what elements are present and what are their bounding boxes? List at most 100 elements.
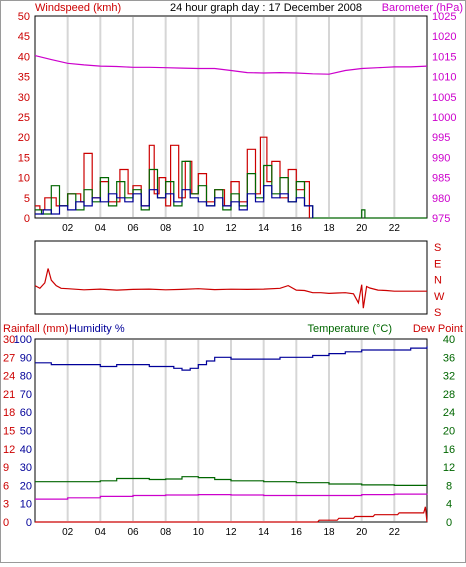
rainfall-tick-label: 30 <box>3 334 15 346</box>
rainfall-tick-label: 24 <box>3 371 15 383</box>
series-line-3 <box>35 185 314 218</box>
windspeed-tick-label: 15 <box>18 152 30 164</box>
humidity-tick-label: 80 <box>20 371 32 383</box>
x-tick-label: 06 <box>127 527 139 538</box>
x-tick-label: 20 <box>356 527 368 538</box>
direction-tick-label: S <box>434 242 441 254</box>
temperature-tick-label: 0 <box>446 517 452 529</box>
x-tick-label: 08 <box>160 223 172 234</box>
barometer-tick-label: 1010 <box>432 72 456 84</box>
direction-tick-label: E <box>434 258 441 270</box>
temperature-tick-label: 28 <box>443 389 455 401</box>
temperature-tick-label: 8 <box>446 480 452 492</box>
rainfall-tick-label: 3 <box>3 499 9 511</box>
x-tick-label: 14 <box>258 223 270 234</box>
barometer-tick-label: 995 <box>432 132 450 144</box>
dew-point-axis-label: Dew Point <box>413 323 463 335</box>
wind-direction-plot <box>34 240 428 315</box>
temperature-tick-label: 40 <box>443 334 455 346</box>
series-line-1 <box>35 136 310 218</box>
temperature-tick-label: 24 <box>443 407 455 419</box>
x-tick-label: 12 <box>225 527 237 538</box>
rainfall-tick-label: 9 <box>3 462 9 474</box>
humidity-tick-label: 50 <box>20 426 32 438</box>
barometer-tick-label: 980 <box>432 193 450 205</box>
series-line-rain <box>35 506 428 523</box>
humidity-tick-label: 10 <box>20 499 32 511</box>
rainfall-tick-label: 27 <box>3 352 15 364</box>
humidity-tick-label: 30 <box>20 462 32 474</box>
x-tick-label: 20 <box>356 223 368 234</box>
x-tick-label: 10 <box>193 223 205 234</box>
windspeed-tick-label: 5 <box>24 193 30 205</box>
direction-tick-label: S <box>434 307 441 319</box>
rainfall-tick-label: 12 <box>3 444 15 456</box>
x-tick-label: 18 <box>323 223 335 234</box>
direction-tick-label: N <box>434 275 442 287</box>
rainfall-tick-label: 6 <box>3 480 9 492</box>
windspeed-tick-label: 25 <box>18 112 30 124</box>
windspeed-tick-label: 30 <box>18 92 30 104</box>
humidity-tick-label: 100 <box>14 334 32 346</box>
x-tick-label: 02 <box>62 527 74 538</box>
temperature-tick-label: 16 <box>443 444 455 456</box>
x-tick-label: 10 <box>193 527 205 538</box>
windspeed-tick-label: 35 <box>18 72 30 84</box>
humidity-tick-label: 40 <box>20 444 32 456</box>
x-tick-label: 04 <box>95 527 107 538</box>
humidity-tick-label: 60 <box>20 407 32 419</box>
barometer-tick-label: 985 <box>432 173 450 185</box>
windspeed-tick-label: 20 <box>18 132 30 144</box>
x-tick-label: 06 <box>127 223 139 234</box>
x-tick-label: 16 <box>291 527 303 538</box>
x-tick-label: 22 <box>389 527 401 538</box>
barometer-tick-label: 1005 <box>432 92 456 104</box>
rainfall-axis-label: Rainfall (mm) <box>3 323 68 335</box>
barometer-tick-label: 990 <box>432 152 450 164</box>
windspeed-tick-label: 50 <box>18 11 30 23</box>
x-tick-label: 08 <box>160 527 172 538</box>
x-tick-label: 22 <box>389 223 401 234</box>
x-tick-label: 12 <box>225 223 237 234</box>
temperature-axis-label: Temperature (°C) <box>308 323 392 335</box>
barometer-tick-label: 1015 <box>432 51 456 63</box>
x-tick-label: 16 <box>291 223 303 234</box>
rainfall-tick-label: 15 <box>3 426 15 438</box>
barometer-tick-label: 1020 <box>432 31 456 43</box>
x-tick-label: 02 <box>62 223 74 234</box>
humidity-tick-label: 0 <box>26 517 32 529</box>
windspeed-axis-label: Windspeed (kmh) <box>35 2 121 14</box>
rainfall-tick-label: 0 <box>3 517 9 529</box>
temperature-tick-label: 32 <box>443 371 455 383</box>
series-line-0 <box>34 55 428 75</box>
series-line-temp <box>35 476 427 486</box>
rainfall-tick-label: 18 <box>3 407 15 419</box>
barometer-tick-label: 1000 <box>432 112 456 124</box>
windspeed-tick-label: 10 <box>18 173 30 185</box>
windspeed-tick-label: 45 <box>18 31 30 43</box>
windspeed-tick-label: 40 <box>18 51 30 63</box>
barometer-tick-label: 1025 <box>432 11 456 23</box>
x-tick-label: 18 <box>323 527 335 538</box>
temperature-tick-label: 20 <box>443 426 455 438</box>
temperature-tick-label: 4 <box>446 499 452 511</box>
humidity-axis-label: Humidity % <box>69 323 125 335</box>
x-tick-label: 14 <box>258 527 270 538</box>
series-line-humidity <box>35 346 428 371</box>
humidity-tick-label: 90 <box>20 352 32 364</box>
series-line-temp <box>35 493 428 500</box>
wind-direction-line <box>34 268 427 309</box>
chart-title: 24 hour graph day : 17 December 2008 <box>170 2 362 14</box>
rainfall-tick-label: 21 <box>3 389 15 401</box>
temperature-tick-label: 12 <box>443 462 455 474</box>
barometer-tick-label: 975 <box>432 213 450 225</box>
x-tick-label: 04 <box>95 223 107 234</box>
humidity-tick-label: 20 <box>20 480 32 492</box>
windspeed-tick-label: 0 <box>24 213 30 225</box>
humidity-tick-label: 70 <box>20 389 32 401</box>
temperature-tick-label: 36 <box>443 352 455 364</box>
direction-tick-label: W <box>434 291 445 303</box>
barometer-axis-label: Barometer (hPa) <box>382 2 463 14</box>
